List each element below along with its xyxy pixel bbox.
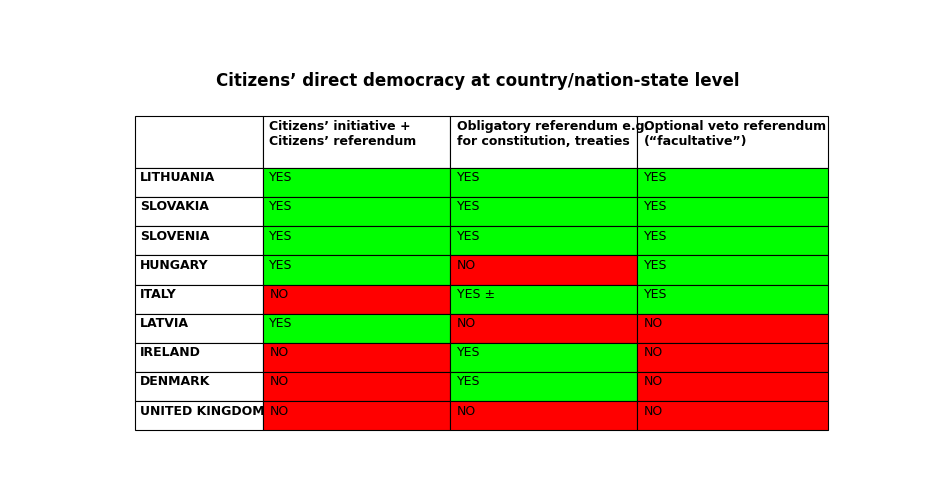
Text: YES: YES [269,171,293,184]
Text: YES: YES [457,200,480,213]
Bar [263,314,450,343]
Bar [263,227,450,256]
Text: NO: NO [457,258,476,271]
Text: HUNGARY: HUNGARY [141,258,209,271]
Text: YES: YES [457,171,480,184]
Text: YES: YES [269,258,293,271]
Text: NO: NO [457,316,476,329]
Text: YES: YES [457,346,480,359]
Text: YES: YES [457,375,480,387]
Text: Citizens’ direct democracy at country/nation-state level: Citizens’ direct democracy at country/na… [216,72,739,90]
Text: YES: YES [269,229,293,242]
Bar [263,256,450,285]
Bar [637,117,828,168]
Bar [637,372,828,402]
Bar [450,256,637,285]
Text: SLOVAKIA: SLOVAKIA [141,200,209,213]
Bar [637,227,828,256]
Bar [263,198,450,227]
Bar [637,198,828,227]
Bar [134,402,263,430]
Bar [134,117,263,168]
Bar [450,198,637,227]
Text: NO: NO [269,287,289,300]
Bar [637,314,828,343]
Text: Citizens’ initiative +
Citizens’ referendum: Citizens’ initiative + Citizens’ referen… [269,120,417,148]
Text: NO: NO [644,316,663,329]
Text: NO: NO [269,404,289,417]
Text: YES: YES [457,229,480,242]
Bar [450,117,637,168]
Text: NO: NO [644,375,663,387]
Bar [637,402,828,430]
Bar [263,402,450,430]
Bar [450,343,637,372]
Bar [450,285,637,314]
Bar [134,285,263,314]
Text: NO: NO [644,404,663,417]
Bar [450,372,637,402]
Bar [450,227,637,256]
Text: Optional veto referendum
(“facultative”): Optional veto referendum (“facultative”) [644,120,826,148]
Bar [263,285,450,314]
Bar [450,314,637,343]
Bar [134,372,263,402]
Bar [134,256,263,285]
Bar [263,117,450,168]
Text: NO: NO [644,346,663,359]
Text: YES: YES [644,258,667,271]
Text: UNITED KINGDOM: UNITED KINGDOM [141,404,265,417]
Bar [637,285,828,314]
Text: YES: YES [269,316,293,329]
Text: YES: YES [644,171,667,184]
Bar [450,168,637,198]
Text: NO: NO [457,404,476,417]
Bar [134,168,263,198]
Bar [637,256,828,285]
Text: DENMARK: DENMARK [141,375,211,387]
Text: ITALY: ITALY [141,287,177,300]
Text: YES: YES [644,229,667,242]
Text: NO: NO [269,346,289,359]
Bar [134,198,263,227]
Text: IRELAND: IRELAND [141,346,201,359]
Bar [450,402,637,430]
Text: LATVIA: LATVIA [141,316,189,329]
Bar [263,343,450,372]
Text: YES: YES [644,287,667,300]
Bar [134,314,263,343]
Text: YES: YES [644,200,667,213]
Text: SLOVENIA: SLOVENIA [141,229,210,242]
Bar [637,168,828,198]
Bar [134,227,263,256]
Text: Obligatory referendum e.g.
for constitution, treaties: Obligatory referendum e.g. for constitut… [457,120,649,148]
Bar [637,343,828,372]
Text: LITHUANIA: LITHUANIA [141,171,215,184]
Text: NO: NO [269,375,289,387]
Text: YES: YES [269,200,293,213]
Bar [134,343,263,372]
Bar [263,168,450,198]
Text: YES ±: YES ± [457,287,495,300]
Bar [263,372,450,402]
